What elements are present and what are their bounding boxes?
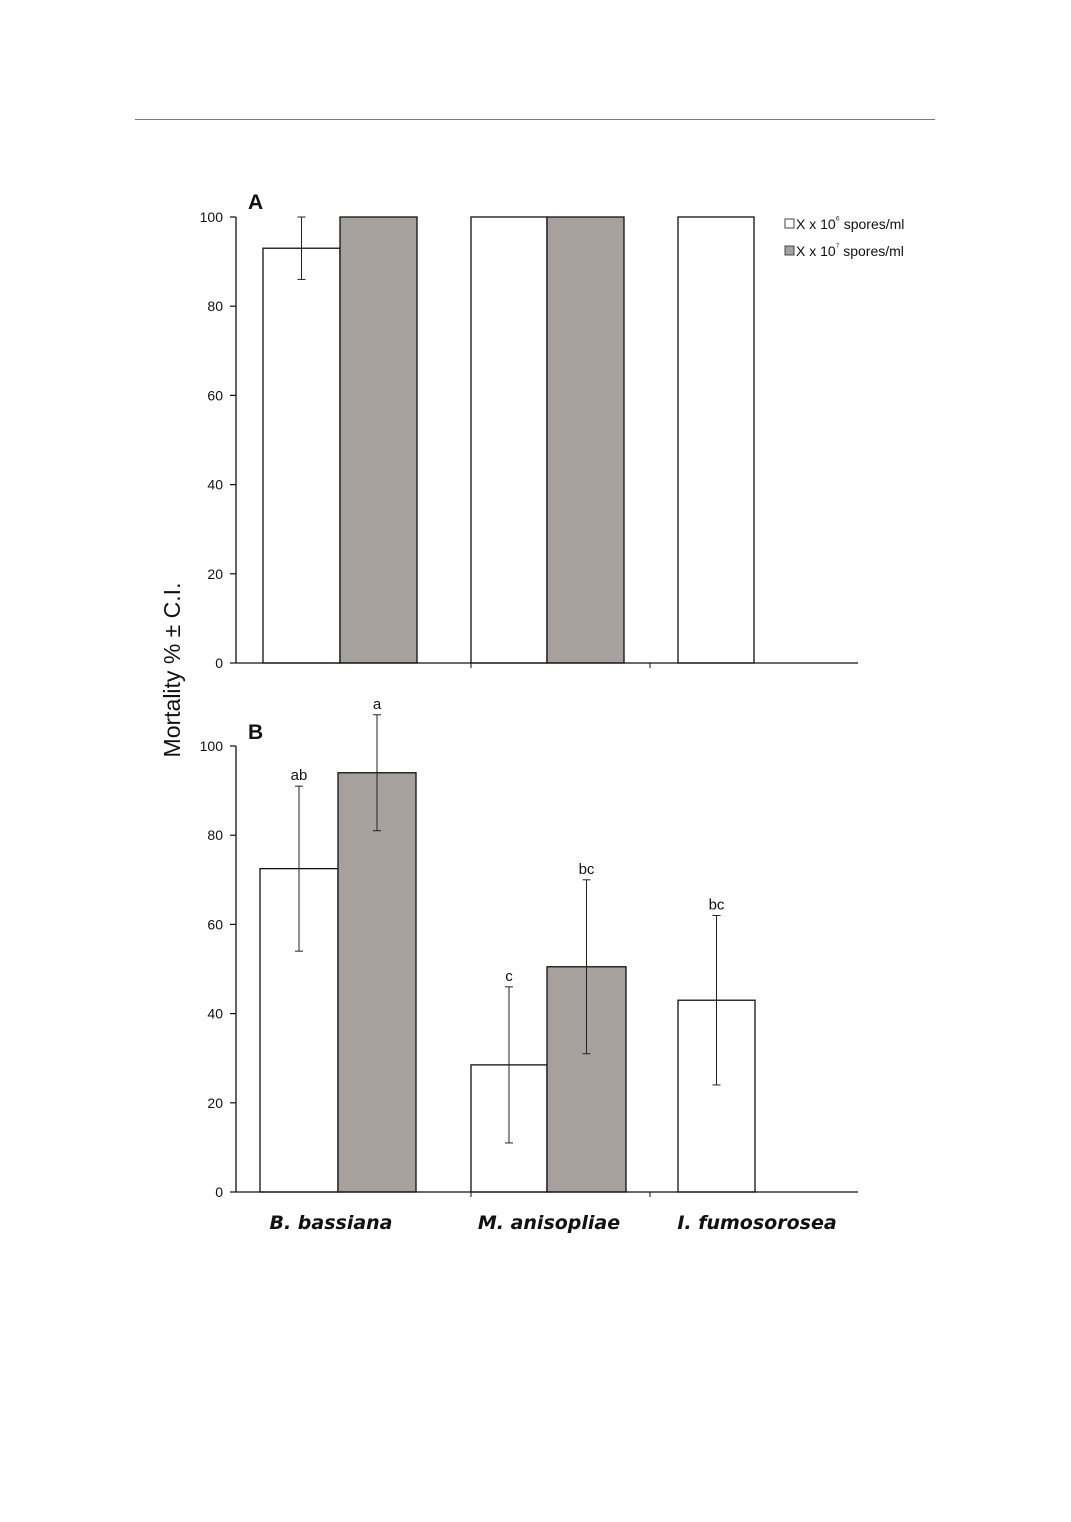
significance-label-b-i-fumosorosea-series1: bc (709, 896, 725, 913)
category-label-m-anisopliae: M. anisopliae (478, 1212, 620, 1234)
legend-label-1e6: X x 10⁶ spores/ml (796, 215, 904, 232)
bar-a-i-fumosorosea-series1 (677, 216, 755, 664)
significance-label-b-m-anisopliae-series1: c (505, 968, 513, 985)
y-tick-label-a-20: 20 (207, 566, 223, 582)
legend-swatch-1e7 (784, 245, 795, 256)
y-tick-label-b-0: 0 (215, 1184, 223, 1200)
bar-a-m-anisopliae-series1 (470, 216, 548, 664)
panel-a-chart: 0 20 40 60 80 100 A (200, 191, 858, 671)
y-tick-label-a-0: 0 (215, 655, 223, 671)
y-tick-label-b-80: 80 (207, 827, 223, 843)
significance-label-b-m-anisopliae-series2: bc (579, 861, 595, 878)
y-tick-label-a-60: 60 (207, 387, 223, 403)
y-tick-label-a-100: 100 (200, 209, 224, 225)
category-label-b-bassiana: B. bassiana (269, 1212, 392, 1234)
category-labels: B. bassiana M. anisopliae I. fumosorosea (269, 1212, 836, 1234)
significance-label-b-b-bassiana-series1: ab (291, 767, 308, 784)
y-tick-label-b-60: 60 (207, 916, 223, 932)
bar-a-b-bassiana-series1 (262, 247, 341, 664)
page-header-rule (135, 119, 935, 120)
y-axis-label: Mortality % ± C.I. (159, 583, 185, 758)
y-tick-label-a-80: 80 (207, 298, 223, 314)
category-label-i-fumosorosea: I. fumosorosea (677, 1212, 836, 1234)
bar-a-m-anisopliae-series2 (546, 216, 625, 664)
significance-label-b-b-bassiana-series2: a (373, 696, 382, 713)
bar-b-b-bassiana-series2 (337, 772, 417, 1193)
legend-swatch-1e6 (784, 218, 795, 229)
legend: X x 10⁶ spores/ml X x 10⁷ spores/ml (784, 215, 904, 259)
panel-b-chart: ab a c bc bc 0 20 40 60 80 100 B (200, 696, 858, 1200)
y-tick-label-b-40: 40 (207, 1006, 223, 1022)
panel-letter-b: B (248, 721, 263, 744)
y-tick-label-b-100: 100 (200, 738, 224, 754)
legend-label-1e7: X x 10⁷ spores/ml (796, 242, 904, 259)
y-tick-label-b-20: 20 (207, 1095, 223, 1111)
y-tick-label-a-40: 40 (207, 477, 223, 493)
bar-a-b-bassiana-series2 (339, 216, 418, 664)
panel-letter-a: A (248, 191, 263, 214)
